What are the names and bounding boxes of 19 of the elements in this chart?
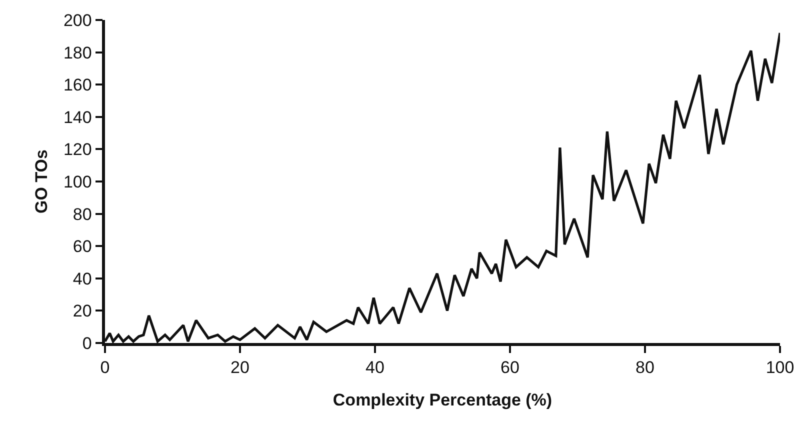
y-tick-label: 80 bbox=[72, 204, 92, 224]
x-tick-label: 40 bbox=[366, 358, 384, 378]
y-tick-label: 200 bbox=[63, 10, 92, 30]
x-tick-label: 60 bbox=[500, 358, 520, 378]
y-tick-label: 0 bbox=[82, 334, 92, 353]
y-tick-label: 20 bbox=[72, 302, 92, 321]
y-tick-label: 180 bbox=[63, 43, 92, 62]
y-axis-title: GO TOs bbox=[32, 150, 52, 214]
y-tick-label: 40 bbox=[72, 269, 92, 288]
y-tick-label: 100 bbox=[63, 172, 92, 192]
y-tick-label: 60 bbox=[72, 237, 92, 256]
x-tick-label: 0 bbox=[100, 358, 110, 378]
y-tick-label: 160 bbox=[63, 76, 92, 95]
x-tick-label: 20 bbox=[230, 358, 250, 378]
x-tick-label: 100 bbox=[766, 358, 794, 378]
x-tick-label: 80 bbox=[636, 358, 654, 378]
y-tick-label: 120 bbox=[63, 140, 92, 160]
x-axis-title: Complexity Percentage (%) bbox=[332, 390, 552, 410]
y-tick-label: 140 bbox=[63, 108, 92, 127]
